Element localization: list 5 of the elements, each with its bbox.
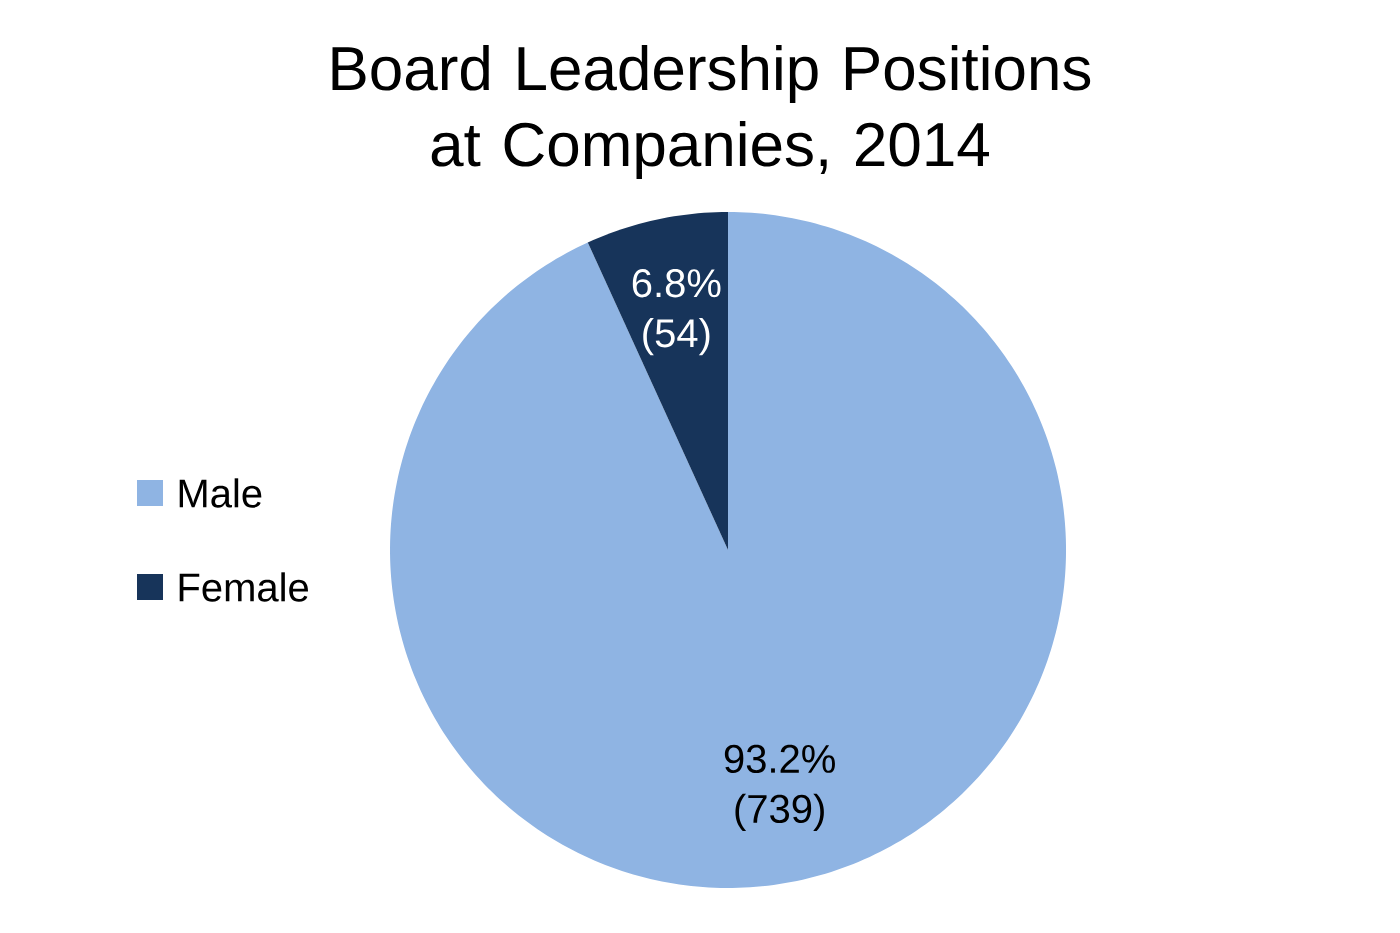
data-label: 6.8% (54) [632,269,721,356]
data-label: 93.2% (739) [724,744,835,831]
chart-title: Board Leadership Positions at Companies, 2014 [332,45,1091,179]
legend-label: Female [179,572,308,602]
legend-label: Male [179,478,262,508]
